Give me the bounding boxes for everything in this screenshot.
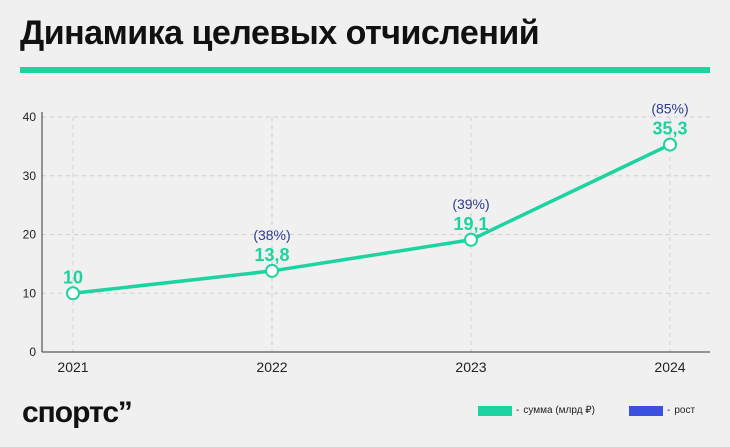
- series-line-sum: [72, 143, 671, 295]
- legend-label-growth: рост: [674, 405, 696, 416]
- legend-dash: -: [667, 405, 671, 416]
- y-tick-label: 30: [23, 169, 37, 183]
- data-label-value: 35,3: [652, 119, 687, 139]
- data-point: [663, 137, 677, 152]
- legend-swatch-sum: [478, 405, 512, 416]
- y-tick-label: 0: [29, 345, 36, 359]
- y-tick-label: 40: [23, 110, 37, 124]
- x-tick-label: 2021: [57, 359, 88, 375]
- y-tick-label: 20: [23, 228, 37, 242]
- x-tick-label: 2023: [455, 359, 486, 375]
- brand-mark-icon: ’’: [118, 396, 133, 429]
- legend-item-sum: - сумма (млрд ₽): [478, 405, 595, 416]
- data-label-growth: (38%): [253, 227, 290, 243]
- data-point: [265, 263, 279, 278]
- data-point: [66, 286, 80, 301]
- brand-name: спортс: [22, 396, 119, 429]
- data-point: [464, 232, 478, 247]
- legend-item-growth: - рост: [629, 405, 695, 416]
- y-tick-label: 10: [23, 286, 37, 300]
- legend-swatch-growth: [629, 405, 663, 416]
- page-title: Динамика целевых отчислений: [20, 14, 540, 52]
- data-label-growth: (85%): [651, 101, 688, 117]
- legend-dash: -: [516, 405, 520, 416]
- chart-legend: - сумма (млрд ₽) - рост: [478, 405, 695, 416]
- data-label-value: 19,1: [453, 214, 488, 234]
- line-chart: 0 10 20 30 40 2021 2022 2023 2024 10 13,8 (38%) 19,1…: [23, 101, 710, 375]
- data-label-growth: (39%): [452, 196, 489, 212]
- legend-label-sum: сумма (млрд ₽): [523, 405, 595, 416]
- x-tick-label: 2022: [256, 359, 287, 375]
- data-label-value: 13,8: [254, 245, 289, 265]
- title-underline: [20, 67, 710, 73]
- x-tick-label: 2024: [654, 359, 685, 375]
- brand-logo: спортс’’: [22, 396, 133, 430]
- data-label-value: 10: [63, 267, 83, 287]
